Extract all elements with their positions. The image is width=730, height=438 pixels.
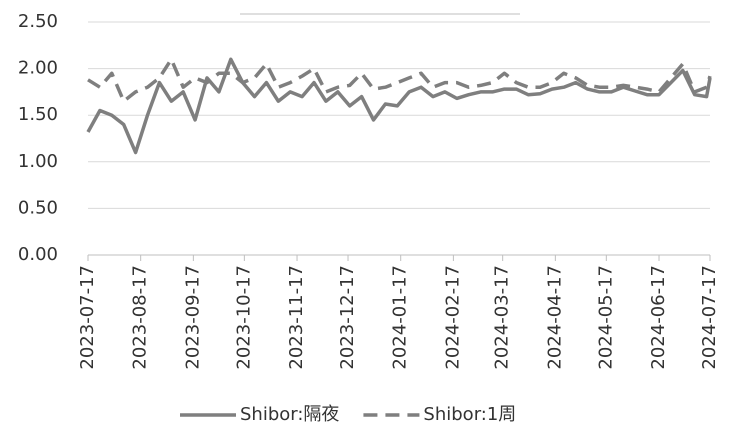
y-tick-label: 0.00 [18,244,58,265]
y-tick-label: 2.50 [18,11,58,32]
x-tick-label: 2024-05-17 [595,265,616,370]
x-tick-label: 2024-01-17 [390,265,411,370]
x-tick-label: 2024-02-17 [442,265,463,370]
y-tick-label: 1.00 [18,151,58,172]
legend-label: Shibor:隔夜 [240,404,339,425]
legend-label: Shibor:1周 [423,404,516,425]
x-tick-label: 2023-10-17 [233,265,254,370]
y-tick-label: 2.00 [18,58,58,79]
x-tick-label: 2024-04-17 [544,265,565,370]
series-line [86,57,712,155]
x-tick-label: 2024-03-17 [492,265,513,370]
x-tick-label: 2023-12-17 [337,265,358,370]
x-tick-label: 2023-11-17 [286,265,307,370]
y-tick-label: 0.50 [18,197,58,218]
x-tick-label: 2024-06-17 [648,265,669,370]
x-tick-label: 2023-07-17 [77,265,98,370]
series-line [87,57,712,103]
x-tick-label: 2023-08-17 [130,265,151,370]
y-tick-label: 1.50 [18,104,58,125]
x-tick-label: 2023-09-17 [182,265,203,370]
x-tick-label: 2024-07-17 [699,265,720,370]
